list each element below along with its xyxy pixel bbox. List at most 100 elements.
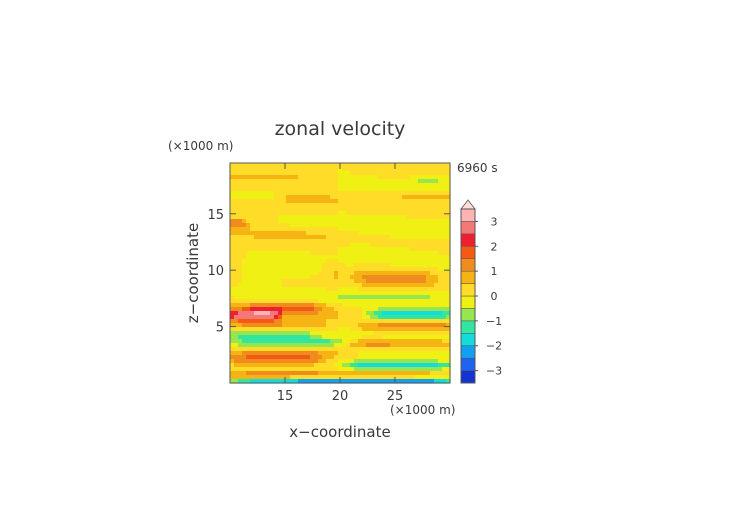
heatmap-cell — [390, 283, 395, 288]
heatmap-cell — [370, 283, 375, 288]
heatmap-cell — [418, 379, 423, 384]
heatmap-cell — [322, 239, 327, 244]
heatmap-cell — [266, 215, 271, 220]
heatmap-cell — [434, 327, 439, 332]
heatmap-cell — [366, 339, 371, 344]
heatmap-cell — [334, 311, 339, 316]
heatmap-cell — [318, 359, 323, 364]
heatmap-cell — [294, 187, 299, 192]
heatmap-cell — [342, 347, 347, 352]
heatmap-cell — [354, 315, 359, 320]
heatmap-cell — [294, 359, 299, 364]
heatmap-cell — [438, 243, 443, 248]
heatmap-cell — [378, 363, 383, 368]
heatmap-cell — [238, 271, 243, 276]
heatmap-cell — [438, 351, 443, 356]
heatmap-cell — [322, 171, 327, 176]
heatmap-cell — [358, 223, 363, 228]
heatmap-cell — [386, 287, 391, 292]
heatmap-cell — [330, 319, 335, 324]
heatmap-cell — [314, 187, 319, 192]
heatmap-cell — [230, 223, 235, 228]
heatmap-cell — [366, 351, 371, 356]
heatmap-cell — [366, 307, 371, 312]
heatmap-cell — [406, 191, 411, 196]
heatmap-cell — [426, 231, 431, 236]
heatmap-cell — [270, 179, 275, 184]
heatmap-cell — [334, 335, 339, 340]
heatmap-cell — [230, 183, 235, 188]
heatmap-cell — [242, 355, 247, 360]
heatmap-cell — [434, 271, 439, 276]
heatmap-cell — [230, 371, 235, 376]
heatmap-cell — [310, 299, 315, 304]
heatmap-cell — [330, 283, 335, 288]
heatmap-cell — [442, 223, 447, 228]
heatmap-cell — [378, 339, 383, 344]
heatmap-cell — [306, 211, 311, 216]
heatmap-cell — [290, 339, 295, 344]
heatmap-cell — [234, 303, 239, 308]
heatmap-cell — [330, 163, 335, 168]
heatmap-cell — [370, 343, 375, 348]
heatmap-cell — [322, 167, 327, 172]
heatmap-cell — [290, 187, 295, 192]
heatmap-cell — [278, 275, 283, 280]
heatmap-cell — [350, 335, 355, 340]
heatmap-cell — [234, 283, 239, 288]
heatmap-cell — [234, 315, 239, 320]
heatmap-cell — [230, 287, 235, 292]
heatmap-cell — [346, 295, 351, 300]
heatmap-cell — [330, 267, 335, 272]
heatmap-cell — [414, 299, 419, 304]
heatmap-cell — [438, 247, 443, 252]
heatmap-cell — [398, 191, 403, 196]
heatmap-cell — [318, 179, 323, 184]
heatmap-cell — [378, 355, 383, 360]
heatmap-cell — [386, 231, 391, 236]
heatmap-cell — [386, 247, 391, 252]
heatmap-cell — [330, 359, 335, 364]
colorbar-tick-label: 3 — [491, 215, 498, 228]
heatmap-cell — [334, 247, 339, 252]
heatmap-cell — [366, 287, 371, 292]
heatmap-cell — [310, 183, 315, 188]
heatmap-cell — [382, 187, 387, 192]
heatmap-cell — [434, 375, 439, 380]
heatmap-cell — [314, 191, 319, 196]
heatmap-cell — [274, 207, 279, 212]
heatmap-cell — [382, 227, 387, 232]
heatmap-cell — [358, 203, 363, 208]
heatmap-cell — [410, 211, 415, 216]
heatmap-cell — [266, 195, 271, 200]
heatmap-cell — [402, 355, 407, 360]
heatmap-cell — [426, 259, 431, 264]
heatmap-cell — [422, 227, 427, 232]
heatmap-cell — [230, 303, 235, 308]
heatmap-cell — [234, 295, 239, 300]
heatmap-cell — [402, 219, 407, 224]
heatmap-cell — [346, 263, 351, 268]
heatmap-cell — [378, 203, 383, 208]
heatmap-cell — [242, 359, 247, 364]
heatmap-cell — [318, 291, 323, 296]
heatmap-cell — [238, 227, 243, 232]
heatmap-cell — [374, 191, 379, 196]
heatmap-cell — [270, 331, 275, 336]
heatmap-cell — [294, 231, 299, 236]
heatmap-cell — [282, 239, 287, 244]
heatmap-cell — [262, 327, 267, 332]
heatmap-cell — [418, 175, 423, 180]
heatmap-cell — [354, 295, 359, 300]
heatmap-cell — [362, 367, 367, 372]
heatmap-cell — [426, 339, 431, 344]
heatmap-cell — [230, 283, 235, 288]
heatmap-cell — [262, 311, 267, 316]
heatmap-cell — [310, 167, 315, 172]
heatmap-cell — [358, 263, 363, 268]
heatmap-cell — [270, 359, 275, 364]
heatmap-cell — [242, 287, 247, 292]
heatmap-cell — [426, 219, 431, 224]
heatmap-cell — [250, 263, 255, 268]
